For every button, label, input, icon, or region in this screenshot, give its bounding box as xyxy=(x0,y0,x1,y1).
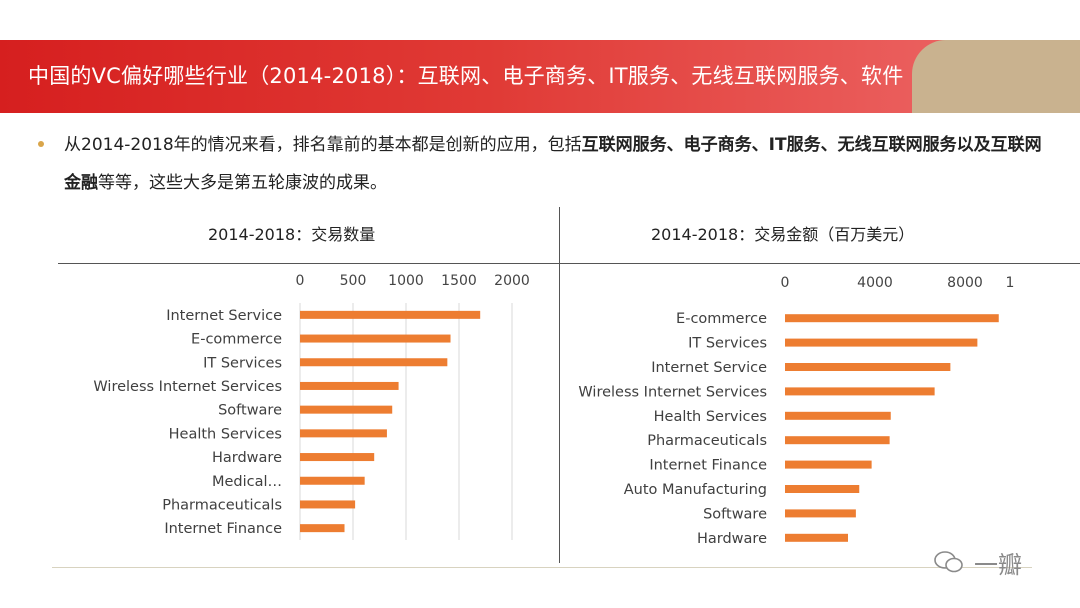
category-label: Health Services xyxy=(169,426,282,442)
category-label: Wireless Internet Services xyxy=(93,379,282,395)
category-label: Hardware xyxy=(212,450,282,466)
bullet-paragraph: 从2014-2018年的情况来看，排名靠前的基本都是创新的应用，包括互联网服务、… xyxy=(34,126,1054,202)
deal-count-bar-chart: 0 500 1000 1500 2000 Internet Service E-commer… xyxy=(93,273,530,540)
title-decor-tab xyxy=(912,40,1080,113)
category-label: Pharmaceuticals xyxy=(647,433,767,449)
bar xyxy=(300,524,345,533)
bar xyxy=(300,453,375,462)
chart-title-deal-count: 2014-2018：交易数量 xyxy=(208,225,376,244)
bar xyxy=(300,310,481,319)
bar xyxy=(785,533,848,542)
category-label: Internet Finance xyxy=(164,521,282,537)
bar xyxy=(785,460,872,469)
bullet-part-2: 等等，这些大多是第五轮康波的成果。 xyxy=(98,173,387,193)
x-tick-label: 4000 xyxy=(857,275,893,291)
category-label: Health Services xyxy=(654,409,767,425)
bar xyxy=(785,338,978,347)
x-tick-label: 0 xyxy=(296,273,305,289)
bar xyxy=(300,476,365,485)
category-label: Internet Service xyxy=(651,360,767,376)
x-tick-label: 1500 xyxy=(441,273,477,289)
slide-title: 中国的VC偏好哪些行业（2014-2018）：互联网、电子商务、IT服务、无线互… xyxy=(28,64,904,88)
category-label: Internet Finance xyxy=(649,458,767,474)
x-tick-label: 500 xyxy=(340,273,367,289)
category-label: Pharmaceuticals xyxy=(162,497,282,513)
wechat-icon xyxy=(934,551,964,579)
title-bar: 中国的VC偏好哪些行业（2014-2018）：互联网、电子商务、IT服务、无线互… xyxy=(0,40,1080,113)
bullet-dot-icon xyxy=(38,141,44,147)
category-label: E-commerce xyxy=(191,332,282,348)
bullet-bold-industries: 互联网服务、电子商务、IT服务、无线互联网服务以及互联网金融 xyxy=(64,135,1042,193)
x-tick-label: 1 xyxy=(1006,275,1015,291)
bar xyxy=(785,387,935,396)
x-tick-label: 1000 xyxy=(388,273,424,289)
bar xyxy=(300,429,387,438)
bar xyxy=(785,363,951,371)
category-label: Software xyxy=(703,506,767,522)
category-label: IT Services xyxy=(688,336,767,352)
watermark: 一瓣 xyxy=(934,545,1022,580)
watermark-text: 一瓣 xyxy=(974,551,1022,579)
x-tick-label: 2000 xyxy=(494,273,530,289)
bottom-rule xyxy=(52,567,1032,568)
chart-title-deal-amount: 2014-2018：交易金额（百万美元） xyxy=(651,225,915,244)
bullet-part-1: 从2014-2018年的情况来看，排名靠前的基本都是创新的应用，包括 xyxy=(64,135,582,155)
category-label: Software xyxy=(218,403,282,419)
bar xyxy=(300,358,448,367)
bar xyxy=(785,485,860,493)
category-label: IT Services xyxy=(203,355,282,371)
bar xyxy=(300,381,399,390)
category-label: Medical… xyxy=(212,474,282,490)
category-label: Hardware xyxy=(697,531,767,547)
x-tick-label: 0 xyxy=(781,275,790,291)
x-tick-label: 8000 xyxy=(947,275,983,291)
category-label: E-commerce xyxy=(676,311,767,327)
bar xyxy=(785,436,890,445)
bar xyxy=(300,405,393,414)
bar xyxy=(785,509,856,518)
bar xyxy=(300,500,356,509)
horizontal-divider xyxy=(58,263,1080,264)
vertical-divider xyxy=(559,207,560,563)
category-label: Wireless Internet Services xyxy=(578,384,767,400)
bullet-text: 从2014-2018年的情况来看，排名靠前的基本都是创新的应用，包括互联网服务、… xyxy=(64,126,1054,202)
category-label: Internet Service xyxy=(166,308,282,324)
bar xyxy=(300,334,451,343)
deal-amount-bar-chart: 0 4000 8000 1 E-commerce IT Services Internet … xyxy=(578,275,1015,547)
category-label: Auto Manufacturing xyxy=(624,482,767,498)
bar xyxy=(785,314,999,323)
bar xyxy=(785,411,891,420)
